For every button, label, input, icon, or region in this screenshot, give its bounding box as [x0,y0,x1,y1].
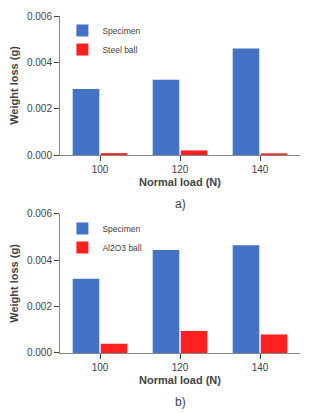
svg-text:100: 100 [92,362,109,373]
svg-text:120: 120 [172,164,189,175]
svg-text:a): a) [175,197,186,211]
svg-text:Normal load (N): Normal load (N) [139,176,221,188]
svg-text:0.000: 0.000 [27,150,52,161]
svg-text:0.004: 0.004 [27,255,52,266]
svg-text:Al2O3 ball: Al2O3 ball [102,243,141,253]
svg-text:Weight loss (g): Weight loss (g) [8,244,20,323]
svg-text:0.006: 0.006 [27,208,52,219]
svg-text:0.000: 0.000 [27,347,52,358]
svg-text:0.006: 0.006 [27,11,52,22]
svg-text:100: 100 [92,164,109,175]
svg-text:Steel ball: Steel ball [102,45,137,55]
svg-text:120: 120 [172,362,189,373]
svg-text:140: 140 [252,362,269,373]
svg-text:b): b) [175,395,186,409]
svg-text:Normal load (N): Normal load (N) [139,374,221,386]
svg-text:0.002: 0.002 [27,103,52,114]
svg-text:Specimen: Specimen [102,224,140,234]
svg-text:0.004: 0.004 [27,57,52,68]
svg-text:Weight loss (g): Weight loss (g) [8,46,20,125]
svg-text:140: 140 [252,164,269,175]
svg-text:0.002: 0.002 [27,301,52,312]
svg-text:Specimen: Specimen [102,26,140,36]
